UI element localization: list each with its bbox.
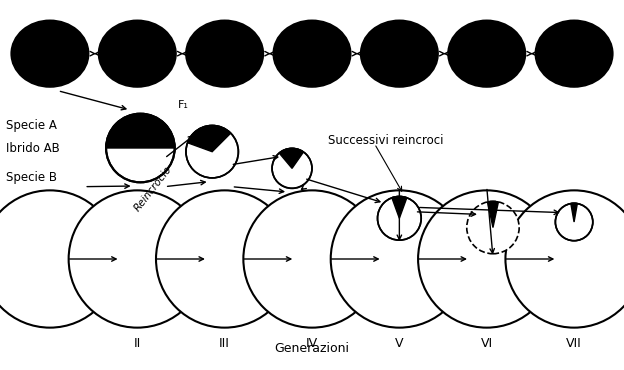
Ellipse shape <box>467 201 519 254</box>
Ellipse shape <box>69 190 206 328</box>
Polygon shape <box>188 125 231 152</box>
Text: Specie B: Specie B <box>6 171 57 184</box>
Ellipse shape <box>331 190 468 328</box>
Ellipse shape <box>243 190 381 328</box>
Ellipse shape <box>505 190 624 328</box>
Ellipse shape <box>273 20 351 87</box>
Polygon shape <box>571 203 577 222</box>
Ellipse shape <box>418 190 555 328</box>
Text: V: V <box>395 337 404 350</box>
Text: II: II <box>134 337 141 350</box>
Text: Successivi reincroci: Successivi reincroci <box>328 134 443 147</box>
Text: Generazioni: Generazioni <box>275 342 349 355</box>
Text: VII: VII <box>566 337 582 350</box>
Polygon shape <box>487 201 499 228</box>
Ellipse shape <box>535 20 613 87</box>
Ellipse shape <box>378 196 421 240</box>
Ellipse shape <box>272 148 312 188</box>
Ellipse shape <box>555 203 593 241</box>
Text: IV: IV <box>306 337 318 350</box>
Ellipse shape <box>186 20 263 87</box>
Ellipse shape <box>361 20 438 87</box>
Polygon shape <box>279 148 303 168</box>
Text: Specie A: Specie A <box>6 119 57 132</box>
Ellipse shape <box>0 190 119 328</box>
Text: VI: VI <box>480 337 493 350</box>
Ellipse shape <box>186 125 238 178</box>
Ellipse shape <box>106 114 175 182</box>
Ellipse shape <box>11 20 89 87</box>
Ellipse shape <box>99 20 176 87</box>
Ellipse shape <box>156 190 293 328</box>
Text: III: III <box>219 337 230 350</box>
Polygon shape <box>392 196 407 218</box>
Text: Reincrocio: Reincrocio <box>132 164 173 213</box>
Text: Ibrido AB: Ibrido AB <box>6 141 60 155</box>
Text: F₁: F₁ <box>178 100 188 110</box>
Ellipse shape <box>448 20 525 87</box>
Polygon shape <box>106 114 175 148</box>
